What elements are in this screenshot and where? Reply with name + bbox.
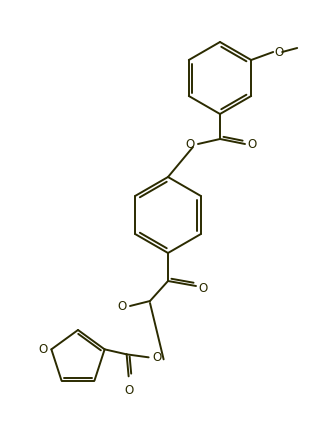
Text: O: O (152, 351, 161, 364)
Text: O: O (117, 300, 127, 313)
Text: O: O (247, 138, 256, 151)
Text: O: O (274, 46, 284, 59)
Text: O: O (198, 282, 207, 295)
Text: O: O (124, 385, 133, 398)
Text: O: O (185, 138, 195, 151)
Text: O: O (39, 343, 48, 356)
